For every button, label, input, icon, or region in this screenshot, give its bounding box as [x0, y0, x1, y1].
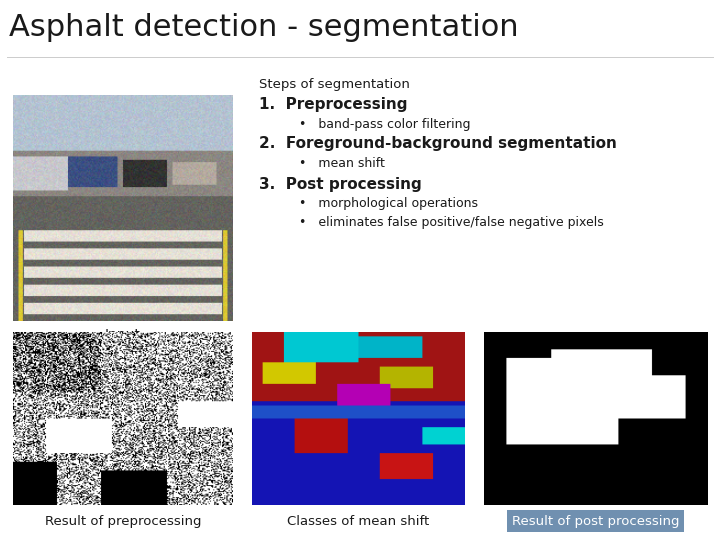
Text: Asphalt detection - segmentation: Asphalt detection - segmentation [9, 14, 518, 43]
Text: Steps of segmentation: Steps of segmentation [259, 78, 410, 91]
Text: •   eliminates false positive/false negative pixels: • eliminates false positive/false negati… [299, 216, 603, 229]
Text: 2.  Foreground-background segmentation: 2. Foreground-background segmentation [259, 136, 617, 151]
Text: •   mean shift: • mean shift [299, 157, 384, 170]
Text: Input: Input [105, 328, 140, 342]
Text: •   band-pass color filtering: • band-pass color filtering [299, 118, 470, 131]
Text: 1.  Preprocessing: 1. Preprocessing [259, 97, 408, 112]
Text: 3.  Post processing: 3. Post processing [259, 177, 422, 192]
Text: •   morphological operations: • morphological operations [299, 197, 478, 210]
Text: Classes of mean shift: Classes of mean shift [287, 515, 429, 528]
Text: Result of preprocessing: Result of preprocessing [45, 515, 201, 528]
Text: Result of post processing: Result of post processing [512, 515, 679, 528]
